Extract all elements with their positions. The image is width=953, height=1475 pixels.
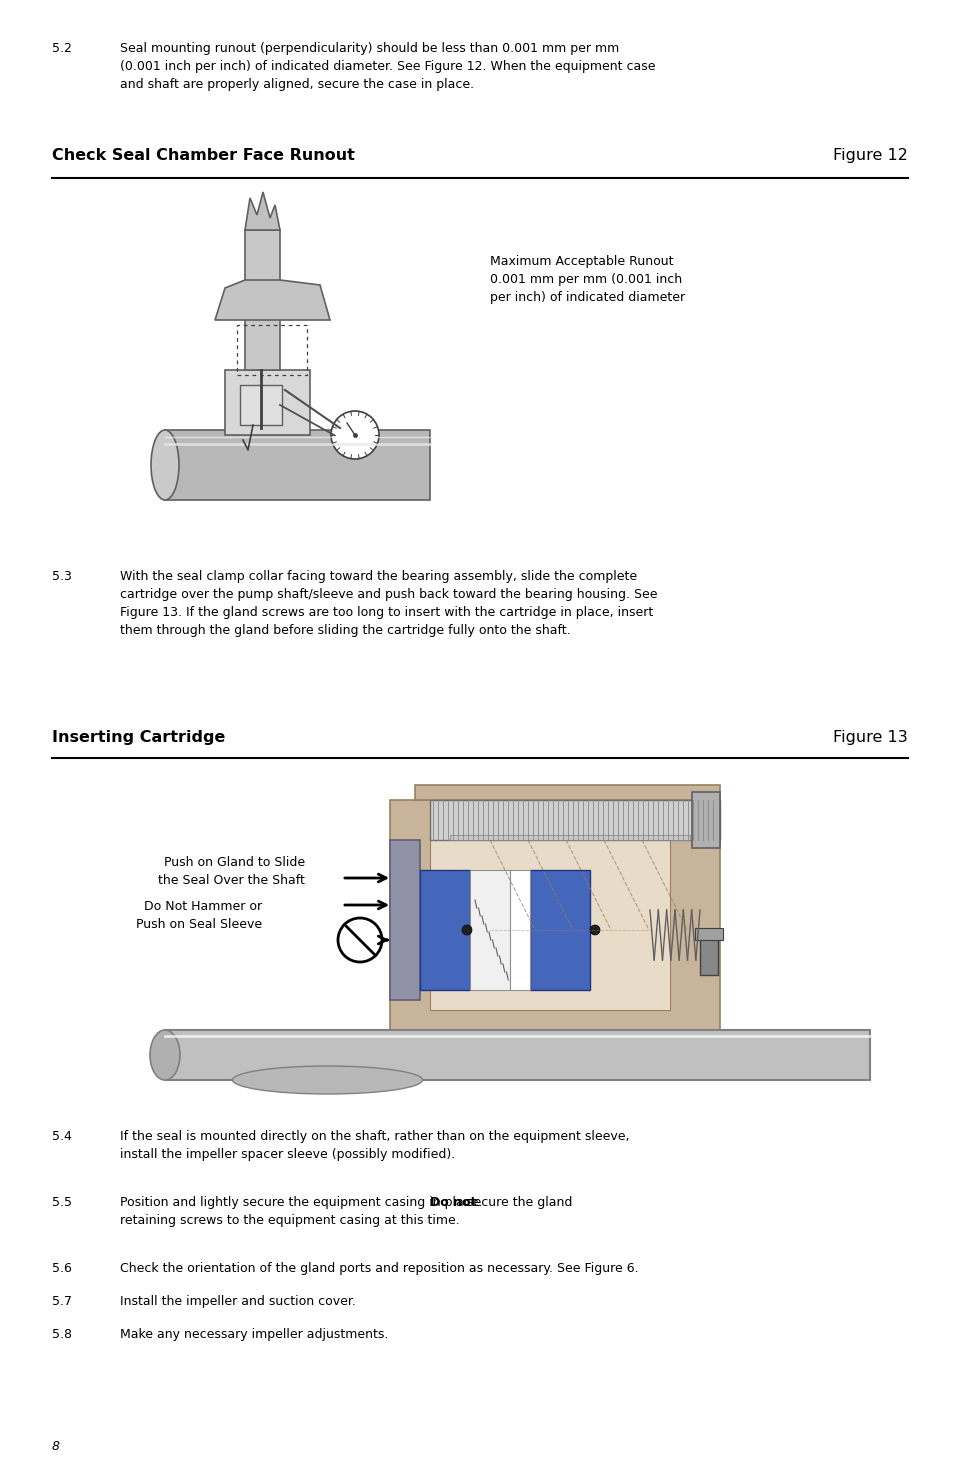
Text: Position and lightly secure the equipment casing in place.: Position and lightly secure the equipmen… <box>120 1196 486 1210</box>
Text: (0.001 inch per inch) of indicated diameter. See Figure 12. When the equipment c: (0.001 inch per inch) of indicated diame… <box>120 60 655 72</box>
Polygon shape <box>214 280 330 320</box>
Text: cartridge over the pump shaft/sleeve and push back toward the bearing housing. S: cartridge over the pump shaft/sleeve and… <box>120 589 657 600</box>
Bar <box>510 870 530 990</box>
Text: Check Seal Chamber Face Runout: Check Seal Chamber Face Runout <box>52 148 355 164</box>
Text: Push on Seal Sleeve: Push on Seal Sleeve <box>135 917 262 931</box>
Circle shape <box>589 925 599 935</box>
Text: 5.3: 5.3 <box>52 569 71 583</box>
Text: Seal mounting runout (perpendicularity) should be less than 0.001 mm per mm: Seal mounting runout (perpendicularity) … <box>120 41 618 55</box>
Text: retaining screws to the equipment casing at this time.: retaining screws to the equipment casing… <box>120 1214 459 1227</box>
Ellipse shape <box>151 431 179 500</box>
Text: Inserting Cartridge: Inserting Cartridge <box>52 730 225 745</box>
Text: 5.4: 5.4 <box>52 1130 71 1143</box>
Bar <box>390 839 419 1000</box>
Bar <box>691 792 720 848</box>
Ellipse shape <box>233 1066 422 1094</box>
Bar <box>430 830 669 1010</box>
Text: Install the impeller and suction cover.: Install the impeller and suction cover. <box>120 1295 355 1308</box>
Ellipse shape <box>150 1030 180 1080</box>
Bar <box>695 928 722 940</box>
Text: install the impeller spacer sleeve (possibly modified).: install the impeller spacer sleeve (poss… <box>120 1148 455 1161</box>
Bar <box>245 230 280 370</box>
Text: them through the gland before sliding the cartridge fully onto the shaft.: them through the gland before sliding th… <box>120 624 570 637</box>
Text: secure the gland: secure the gland <box>463 1196 572 1210</box>
Bar <box>430 799 720 839</box>
Bar <box>470 870 510 990</box>
Text: 5.6: 5.6 <box>52 1263 71 1274</box>
Text: Figure 13. If the gland screws are too long to insert with the cartridge in plac: Figure 13. If the gland screws are too l… <box>120 606 653 619</box>
Bar <box>415 785 720 799</box>
Text: 5.5: 5.5 <box>52 1196 71 1210</box>
Text: If the seal is mounted directly on the shaft, rather than on the equipment sleev: If the seal is mounted directly on the s… <box>120 1130 629 1143</box>
Text: Do Not Hammer or: Do Not Hammer or <box>144 900 262 913</box>
Bar <box>450 835 689 839</box>
Bar <box>419 870 470 990</box>
Text: With the seal clamp collar facing toward the bearing assembly, slide the complet: With the seal clamp collar facing toward… <box>120 569 637 583</box>
Text: 5.2: 5.2 <box>52 41 71 55</box>
Bar <box>165 1030 869 1080</box>
Text: Make any necessary impeller adjustments.: Make any necessary impeller adjustments. <box>120 1328 388 1341</box>
Text: 5.8: 5.8 <box>52 1328 71 1341</box>
Text: the Seal Over the Shaft: the Seal Over the Shaft <box>158 875 305 886</box>
Text: 5.7: 5.7 <box>52 1295 71 1308</box>
Bar <box>165 431 430 500</box>
Text: Check the orientation of the gland ports and reposition as necessary. See Figure: Check the orientation of the gland ports… <box>120 1263 638 1274</box>
Text: Maximum Acceptable Runout: Maximum Acceptable Runout <box>490 255 673 268</box>
Circle shape <box>461 925 472 935</box>
Bar <box>240 385 282 425</box>
Text: Push on Gland to Slide: Push on Gland to Slide <box>164 855 305 869</box>
Circle shape <box>337 917 381 962</box>
Text: and shaft are properly aligned, secure the case in place.: and shaft are properly aligned, secure t… <box>120 78 474 91</box>
Text: Do not: Do not <box>429 1196 476 1210</box>
Circle shape <box>331 412 378 459</box>
Polygon shape <box>245 192 280 230</box>
Text: Figure 13: Figure 13 <box>832 730 907 745</box>
Text: 8: 8 <box>52 1440 60 1453</box>
Bar <box>530 870 589 990</box>
Text: 0.001 mm per mm (0.001 inch: 0.001 mm per mm (0.001 inch <box>490 273 681 286</box>
Bar <box>390 799 720 1030</box>
Text: Figure 12: Figure 12 <box>832 148 907 164</box>
Text: per inch) of indicated diameter: per inch) of indicated diameter <box>490 291 684 304</box>
Bar <box>236 324 307 375</box>
Bar <box>700 931 718 975</box>
Bar <box>225 370 310 435</box>
Bar <box>390 870 450 950</box>
